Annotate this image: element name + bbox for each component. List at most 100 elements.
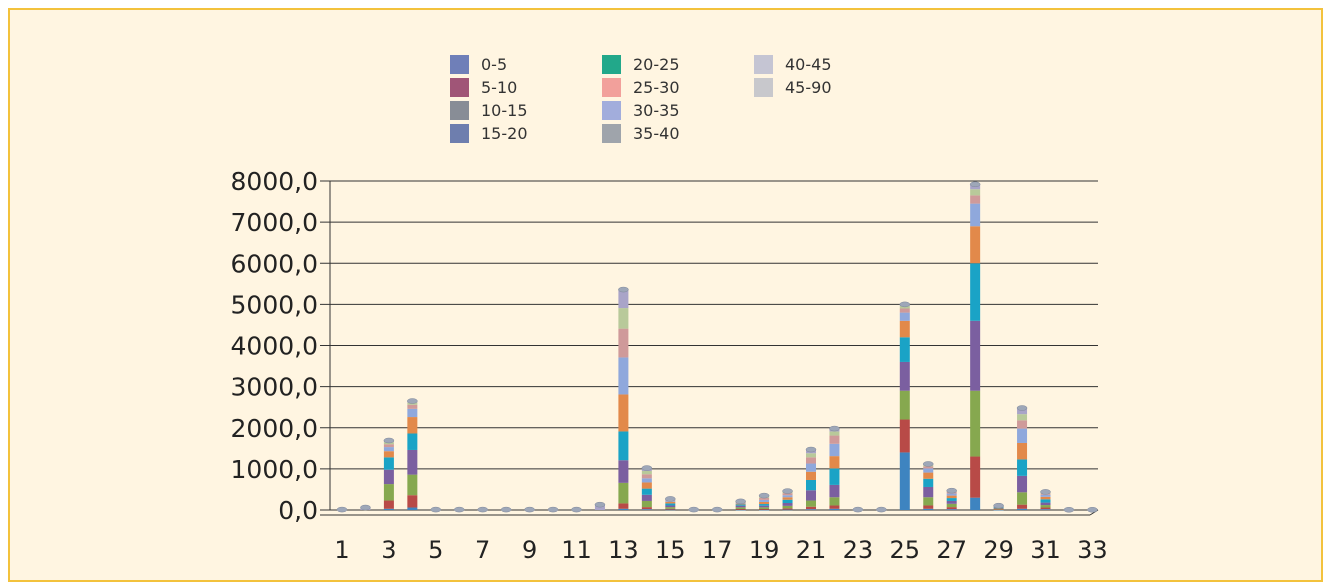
bar-segment: [641, 478, 652, 483]
bar-segment: [407, 408, 418, 418]
bar-cap: [735, 498, 746, 505]
bar-segment: [665, 503, 676, 506]
x-tick-label: 31: [1030, 536, 1061, 564]
bar-segment: [618, 431, 629, 461]
bar-segment: [618, 460, 629, 483]
bar-cap: [782, 488, 793, 494]
bar-cap: [524, 506, 535, 513]
bar-segment: [806, 457, 816, 464]
bar-segment: [407, 404, 418, 409]
bar-segment: [1017, 504, 1028, 509]
bar-segment: [782, 497, 793, 500]
bar-segment: [970, 189, 981, 196]
bar-cap: [688, 506, 699, 513]
bar-segment: [1040, 507, 1051, 510]
bar-segment: [946, 495, 957, 499]
bar-cap: [1087, 507, 1098, 513]
bar-segment: [1040, 502, 1051, 506]
bar-cap: [1063, 507, 1075, 513]
x-tick-label: 33: [1077, 536, 1108, 564]
bar-segment: [970, 195, 981, 204]
bar-segment: [899, 312, 910, 321]
legend-item: 40-45: [754, 54, 906, 75]
bar-cap: [899, 301, 911, 308]
bar-cap: [383, 437, 395, 444]
legend-label: 0-5: [481, 55, 508, 74]
bar-segment: [1017, 508, 1028, 510]
bar-cap: [477, 506, 488, 513]
bar-segment: [782, 495, 793, 498]
bar-segment: [383, 447, 394, 452]
x-tick-label: 27: [936, 536, 967, 564]
bar-segment: [806, 463, 816, 472]
bar-cap: [547, 506, 559, 513]
bar-cap: [594, 501, 606, 508]
x-tick-label: 3: [381, 536, 396, 564]
bar-segment: [806, 471, 816, 480]
bar-segment: [923, 468, 934, 473]
bar-segment: [407, 417, 418, 434]
bar-segment: [383, 484, 394, 501]
bar-segment: [759, 508, 770, 510]
legend-label: 15-20: [481, 124, 528, 143]
bar-segment: [1040, 496, 1051, 500]
bar-segment: [899, 390, 910, 420]
legend-item: 0-5: [450, 54, 602, 75]
bar-segment: [759, 507, 770, 509]
bar-segment: [899, 337, 910, 362]
legend-swatch: [602, 78, 621, 97]
x-tick-label: 19: [749, 536, 780, 564]
bar-segment: [829, 443, 840, 457]
bar-cap: [665, 496, 676, 502]
bar-cap: [876, 506, 887, 513]
bar-segment: [665, 509, 676, 511]
bar-segment: [759, 505, 770, 508]
bar-segment: [383, 469, 394, 485]
bar-segment: [383, 457, 394, 470]
bar-segment: [618, 308, 629, 329]
bar-segment: [899, 452, 910, 510]
bar-segment: [829, 431, 840, 436]
bar-segment: [946, 500, 957, 504]
bar-segment: [383, 508, 394, 510]
legend-label: 40-45: [785, 55, 832, 74]
bar-segment: [735, 507, 746, 509]
y-tick-label: 8000,0: [231, 167, 318, 196]
bar-segment: [407, 495, 418, 508]
bar-segment: [1017, 408, 1028, 415]
x-tick-label: 9: [522, 536, 537, 564]
bar-segment: [735, 509, 746, 511]
bar-cap: [336, 506, 348, 513]
bar-cap: [500, 506, 512, 513]
bar-segment: [782, 503, 793, 506]
legend-item: 5-10: [450, 77, 602, 98]
legend-item: 20-25: [602, 54, 754, 75]
bar-segment: [970, 456, 981, 498]
bar-segment: [806, 479, 816, 491]
legend-label: 5-10: [481, 78, 518, 97]
legend-swatch: [754, 55, 773, 74]
bar-segment: [899, 308, 910, 313]
y-tick-label: 2000,0: [231, 414, 318, 443]
bar-segment: [407, 433, 418, 450]
bar-cap: [829, 425, 840, 432]
y-tick-label: 4000,0: [231, 332, 318, 361]
legend-label: 10-15: [481, 101, 528, 120]
x-tick-label: 5: [428, 536, 443, 564]
bar-segment: [1017, 420, 1028, 429]
bar-cap: [805, 446, 817, 453]
bar-segment: [923, 472, 934, 479]
y-tick-label: 3000,0: [231, 373, 318, 402]
bar-segment: [946, 498, 957, 501]
bar-segment: [970, 263, 981, 321]
x-tick-label: 23: [843, 536, 874, 564]
bar-cap: [571, 506, 582, 513]
bar-segment: [1040, 505, 1051, 508]
y-tick-label: 0,0: [278, 496, 318, 525]
bar-segment: [759, 499, 770, 502]
bar-segment: [641, 507, 652, 510]
bar-segment: [806, 453, 816, 458]
bar-segment: [829, 505, 840, 509]
bar-segment: [806, 500, 816, 507]
